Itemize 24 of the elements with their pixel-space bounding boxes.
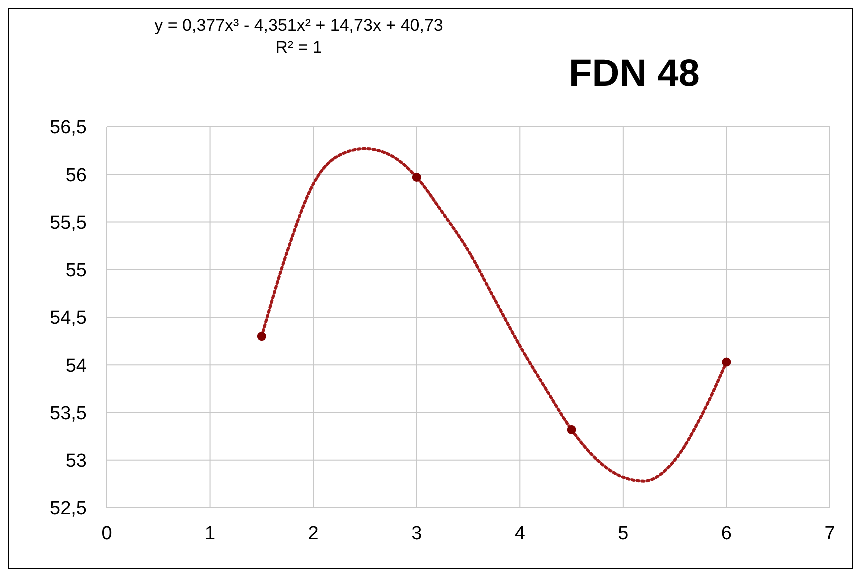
point bbox=[412, 172, 422, 182]
x-tick-label: 4 bbox=[514, 523, 526, 544]
x-tick-label: 3 bbox=[412, 523, 422, 544]
chart-title: FDN 48 bbox=[569, 53, 700, 96]
y-tick-label: 56 bbox=[66, 165, 87, 186]
text: R² = 1 bbox=[274, 37, 324, 59]
y-tick-label: 54,5 bbox=[50, 308, 87, 330]
point bbox=[567, 425, 576, 434]
y-tick-label: 55,5 bbox=[50, 212, 87, 234]
y-tick-label: 53 bbox=[66, 451, 87, 472]
y-tick-label: 55 bbox=[66, 260, 87, 282]
point bbox=[722, 358, 732, 367]
x-tick-label: 5 bbox=[618, 523, 629, 544]
point bbox=[257, 332, 266, 342]
text: y = 0,377x³ - 4,351x² + 14,73x + 40,73 bbox=[154, 15, 444, 37]
x-tick-label: 2 bbox=[308, 523, 319, 544]
y-tick-label: 56,5 bbox=[50, 118, 87, 139]
y-tick-label: 53,5 bbox=[50, 403, 87, 424]
y-tick-label: 52,5 bbox=[50, 498, 87, 520]
x-tick-label: 0 bbox=[102, 523, 112, 544]
x-tick-label: 1 bbox=[204, 523, 216, 544]
x-tick-label: 6 bbox=[721, 523, 732, 544]
x-tick-label: 7 bbox=[824, 523, 836, 544]
y-tick-label: 54 bbox=[66, 356, 88, 377]
